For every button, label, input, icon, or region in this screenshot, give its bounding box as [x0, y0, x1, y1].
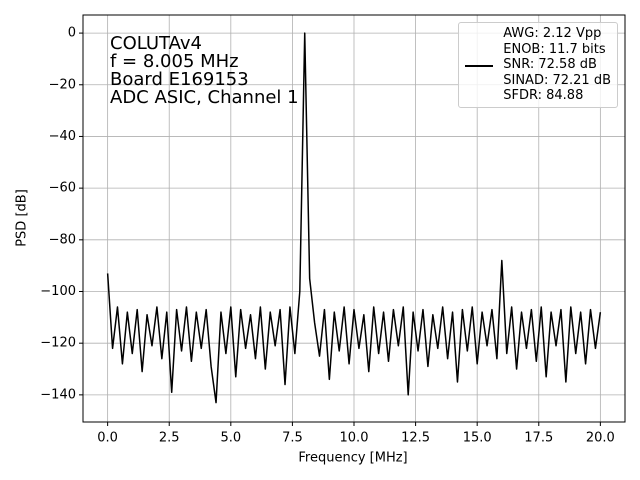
- annotation: f = 8.005 MHz: [110, 51, 239, 72]
- y-tick-label: −40: [49, 129, 76, 144]
- annotation: Board E169153: [110, 69, 249, 90]
- series-line: [106, 32, 602, 404]
- x-tick-label: 15.0: [463, 431, 492, 446]
- legend-label: AWG: 2.12 Vpp ENOB: 11.7 bits SNR: 72.58…: [503, 26, 611, 103]
- annotation: COLUTAv4: [110, 33, 202, 54]
- x-tick-label: 0.0: [97, 431, 118, 446]
- y-tick-label: −120: [40, 336, 76, 351]
- legend-swatch: [465, 64, 494, 67]
- x-tick-label: 10.0: [340, 431, 369, 446]
- x-tick-label: 20.0: [586, 431, 615, 446]
- y-tick-label: −140: [40, 387, 76, 402]
- x-tick-label: 12.5: [401, 431, 430, 446]
- y-axis-label: PSD [dB]: [15, 189, 30, 247]
- plot-frame: [82, 14, 626, 423]
- y-tick-label: −60: [49, 181, 76, 196]
- x-axis-label: Frequency [MHz]: [298, 451, 407, 466]
- x-tick-label: 17.5: [524, 431, 553, 446]
- y-tick-label: −100: [40, 284, 76, 299]
- annotation: ADC ASIC, Channel 1: [110, 87, 299, 108]
- y-tick-label: −20: [49, 77, 76, 92]
- x-tick-label: 7.5: [282, 431, 303, 446]
- x-tick-label: 2.5: [159, 431, 180, 446]
- x-tick-label: 5.0: [220, 431, 241, 446]
- legend: AWG: 2.12 Vpp ENOB: 11.7 bits SNR: 72.58…: [458, 22, 618, 108]
- y-tick-label: 0: [68, 26, 76, 41]
- y-tick-label: −80: [49, 232, 76, 247]
